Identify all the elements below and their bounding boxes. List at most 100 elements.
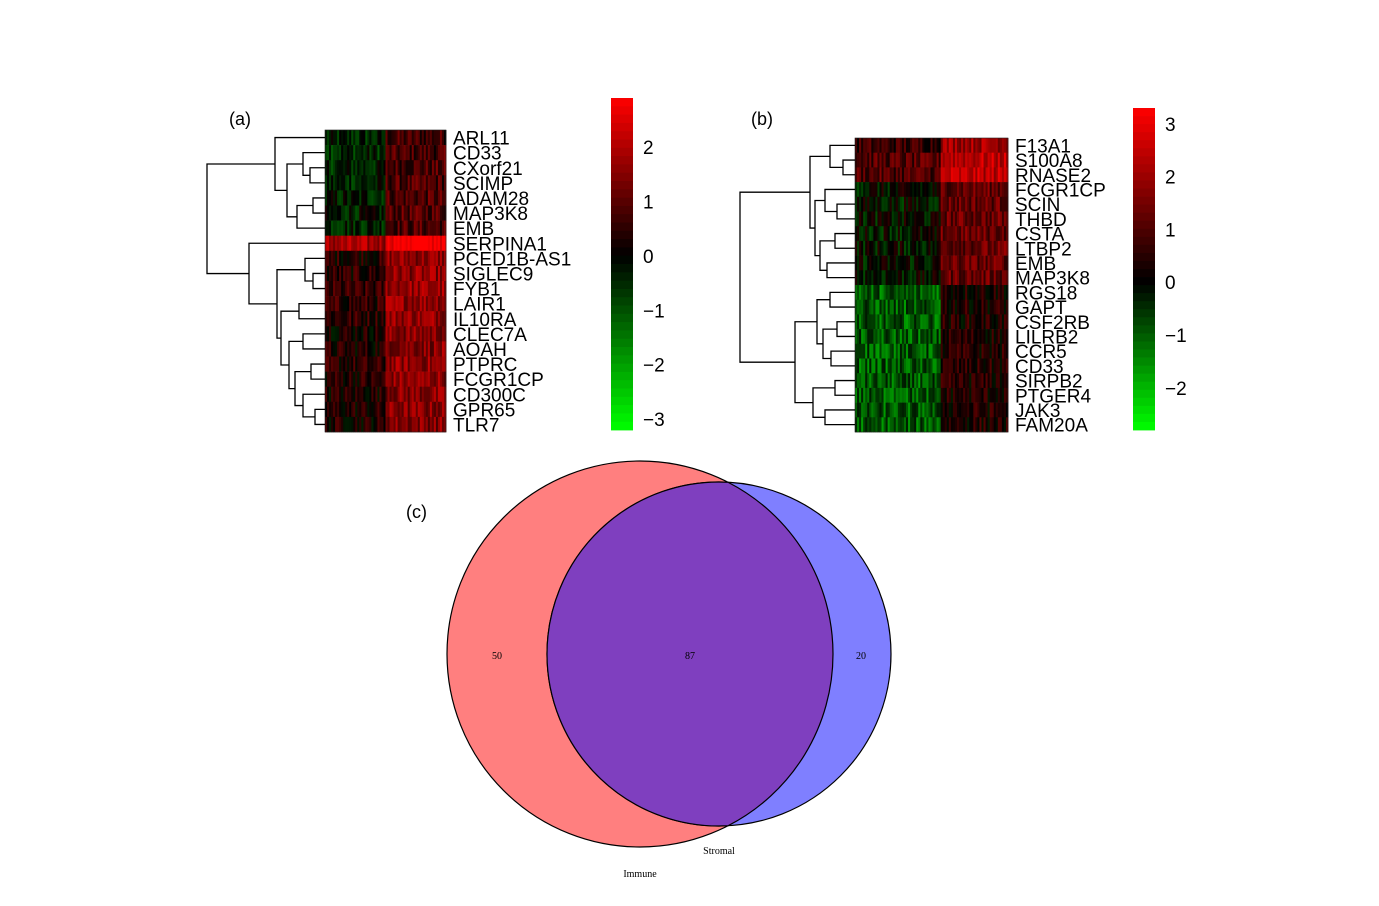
heatmap-cell (857, 343, 860, 359)
heatmap-cell (403, 235, 407, 252)
heatmap-cell (973, 255, 976, 271)
heatmap-cell (359, 160, 362, 176)
heatmap-cell (437, 145, 441, 161)
heatmap-cell (930, 270, 933, 286)
heatmap-cell (365, 265, 368, 282)
dendrogram-branch (809, 155, 830, 229)
heatmap-cell (367, 371, 370, 387)
heatmap-cell (948, 285, 952, 300)
heatmap-cell (397, 250, 401, 267)
heatmap-cell (861, 196, 864, 212)
heatmap-cell (891, 211, 895, 227)
heatmap-cell (411, 386, 415, 403)
heatmap-cell (403, 145, 407, 161)
heatmap-cell (906, 255, 909, 271)
heatmap-cell (357, 190, 360, 206)
heatmap-cell (908, 182, 911, 198)
heatmap-cell (871, 240, 874, 256)
heatmap-cell (415, 130, 419, 146)
heatmap-cell (409, 296, 413, 312)
heatmap-cell (343, 160, 346, 176)
heatmap-cell (893, 211, 897, 227)
heatmap-cell (363, 265, 366, 282)
heatmap-cell (973, 138, 976, 153)
heatmap-cell (1003, 387, 1007, 403)
heatmap-cell (957, 211, 960, 227)
gene-label: LAIR1 (453, 295, 506, 316)
heatmap-cell (899, 211, 903, 227)
heatmap-cell (863, 152, 866, 168)
heatmap-cell (932, 196, 935, 212)
heatmap-cell (928, 285, 931, 300)
heatmap-cell (989, 285, 993, 300)
heatmap-cell (877, 182, 880, 198)
heatmap-cell (930, 358, 933, 374)
heatmap-cell (952, 358, 956, 374)
heatmap-cell (423, 356, 427, 372)
heatmap-cell (946, 138, 950, 153)
heatmap-cell (985, 240, 988, 256)
heatmap-cell (437, 235, 441, 252)
heatmap-cell (918, 358, 921, 374)
heatmap-cell (1003, 373, 1007, 389)
heatmap-cell (369, 311, 372, 327)
heatmap-cell (415, 190, 419, 206)
heatmap-cell (871, 299, 874, 315)
heatmap-cell (415, 235, 419, 252)
heatmap-cell (883, 240, 886, 256)
heatmap-cell (397, 281, 401, 297)
heatmap-cell (867, 402, 870, 418)
heatmap-cell (914, 240, 917, 256)
heatmap-cell (875, 358, 878, 374)
colorbar-segment (611, 205, 633, 215)
heatmap-cell (957, 329, 960, 345)
heatmap-cell (375, 296, 378, 312)
heatmap-cell (367, 311, 370, 327)
heatmap-cell (857, 226, 860, 242)
heatmap-cell (361, 145, 364, 161)
heatmap-cell (908, 255, 911, 271)
heatmap-cell (343, 175, 346, 191)
heatmap-cell (337, 341, 340, 357)
heatmap-cell (924, 329, 927, 345)
heatmap-cell (425, 296, 429, 312)
heatmap-cell (908, 167, 911, 183)
heatmap-cell (883, 152, 886, 168)
gene-label: PTPRC (453, 355, 517, 376)
colorbar-segment (1133, 333, 1155, 342)
heatmap-cell (331, 371, 334, 387)
heatmap-cell (403, 311, 407, 327)
heatmap-cell (443, 220, 447, 236)
heatmap-cell (437, 175, 441, 191)
heatmap-cell (942, 240, 946, 256)
heatmap-cell (987, 402, 991, 418)
colorbar-segment (611, 330, 633, 340)
heatmap-cell (869, 196, 872, 212)
heatmap-cell (916, 387, 919, 403)
heatmap-cell (385, 311, 388, 327)
heatmap-cell (889, 270, 893, 286)
heatmap-cell (443, 356, 447, 372)
heatmap-cell (441, 401, 445, 418)
heatmap-cell (385, 235, 388, 252)
heatmap-cell (433, 416, 437, 433)
heatmap-cell (926, 314, 929, 330)
heatmap-cell (359, 416, 362, 433)
heatmap-cell (977, 417, 980, 433)
heatmap-cell (879, 329, 882, 345)
colorbar-segment (1133, 140, 1155, 149)
heatmap-cell (329, 160, 332, 176)
heatmap-cell (938, 358, 942, 374)
heatmap-cell (347, 145, 350, 161)
heatmap-cell (928, 240, 931, 256)
heatmap-cell (983, 255, 986, 271)
heatmap-cell (993, 402, 997, 418)
heatmap-cell (409, 175, 413, 191)
heatmap-cell (877, 285, 880, 300)
heatmap-cell (329, 205, 332, 221)
heatmap-cell (940, 417, 944, 433)
heatmap-cell (981, 138, 984, 153)
heatmap-cell (359, 401, 362, 418)
heatmap-cell (411, 130, 415, 146)
heatmap-cell (975, 182, 978, 198)
